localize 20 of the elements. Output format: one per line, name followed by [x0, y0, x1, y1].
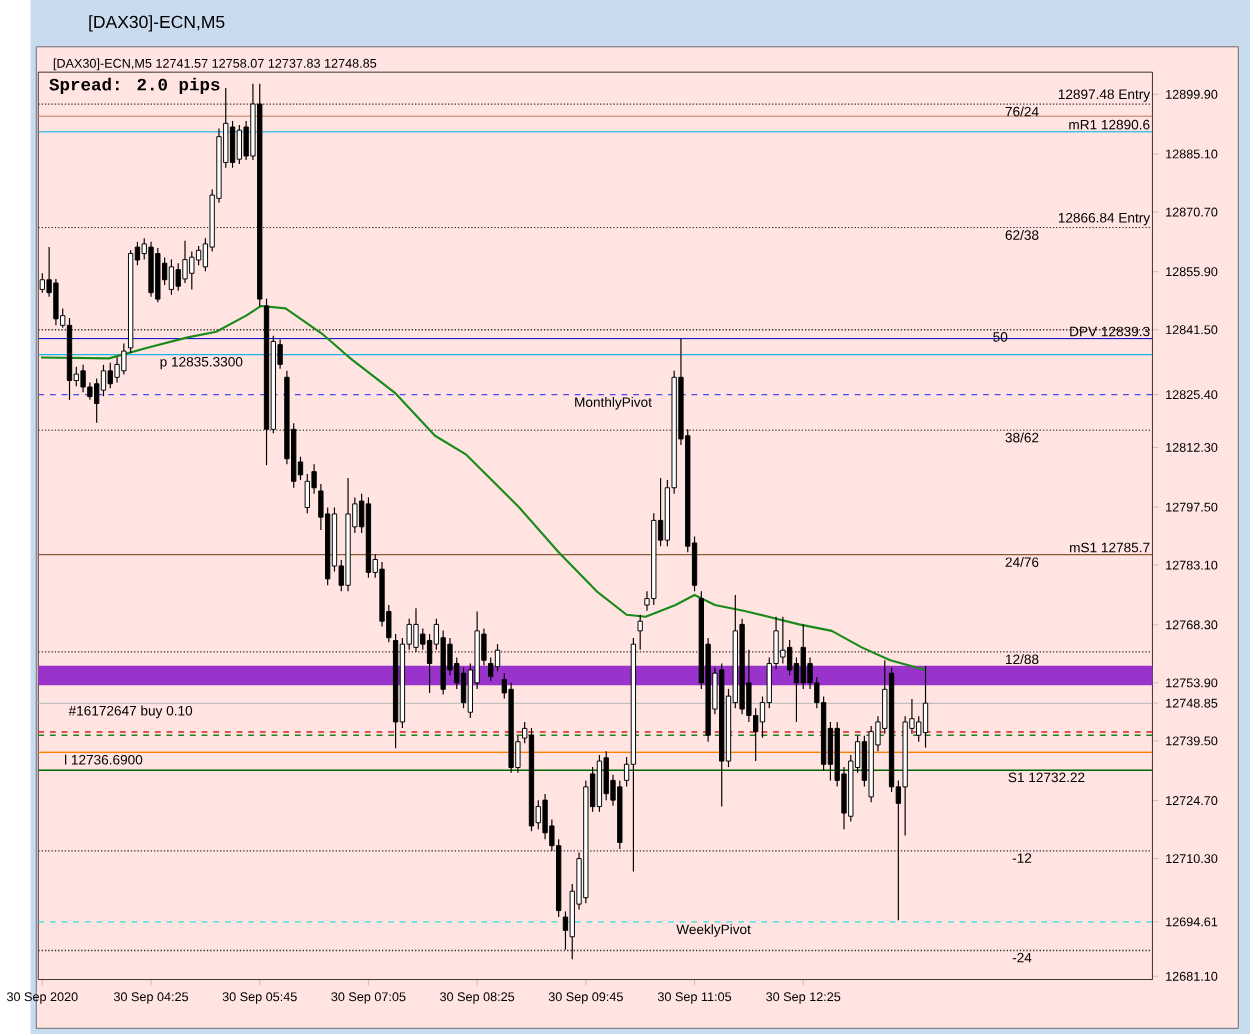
candlestick [182, 240, 188, 284]
candlestick [195, 245, 202, 266]
candlestick [596, 754, 603, 813]
candlestick [637, 614, 643, 651]
candlestick [155, 247, 161, 303]
candlestick [922, 665, 929, 749]
candlestick [168, 258, 175, 296]
line-series [39, 304, 927, 671]
candlestick [413, 607, 419, 653]
candlestick [229, 120, 236, 169]
candlestick [107, 362, 113, 389]
candlestick [100, 364, 107, 397]
candlestick [494, 643, 501, 672]
candlestick [236, 124, 243, 165]
candlestick [80, 364, 86, 393]
candlestick [460, 666, 467, 709]
candlestick [148, 241, 154, 298]
annotation: Spread: 2.0 pips [49, 77, 220, 94]
chart-title: [DAX30]-ECN,M5 [89, 15, 225, 32]
candlestick [780, 616, 786, 665]
